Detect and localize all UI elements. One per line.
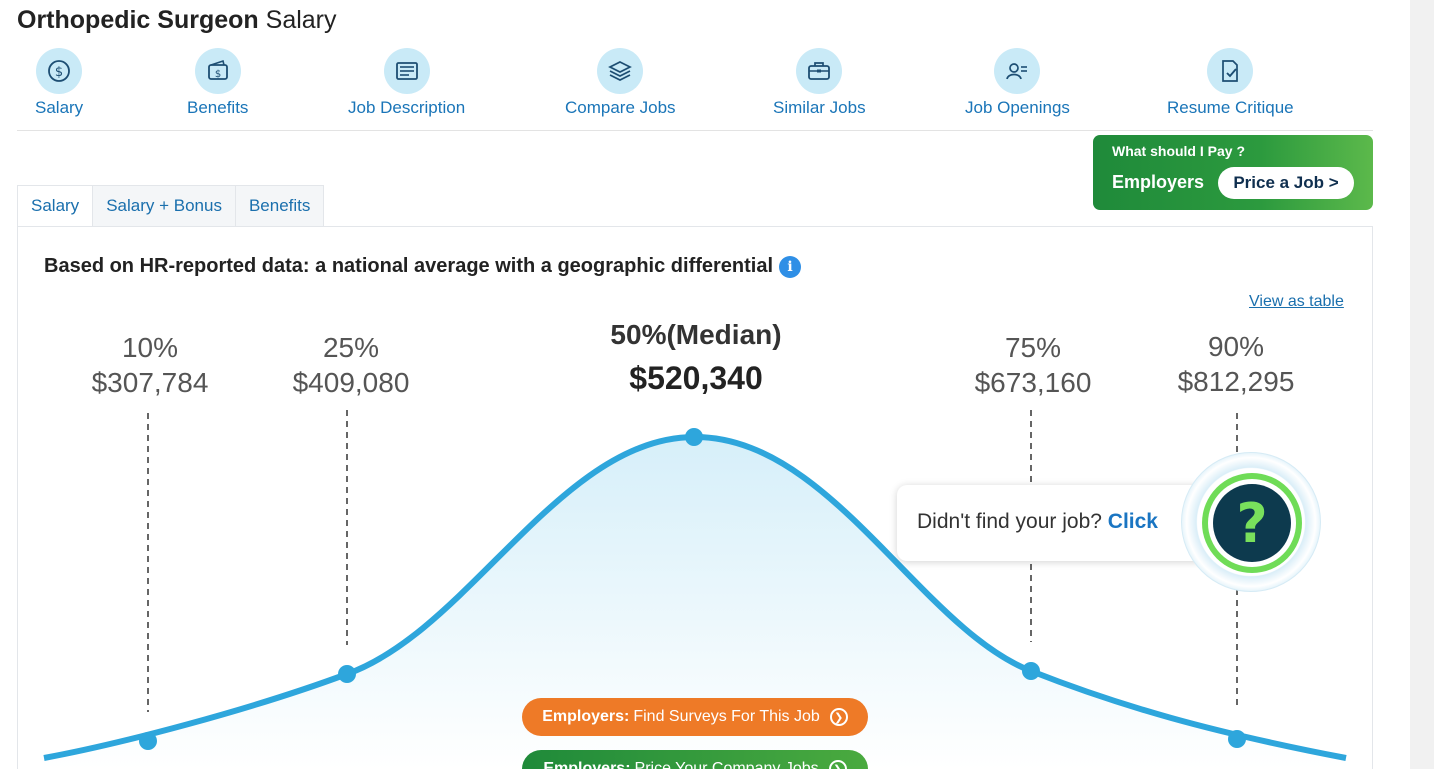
help-text: Didn't find your job? (917, 510, 1102, 533)
question-mark-icon: ? (1213, 484, 1291, 562)
dollar-coin-icon: $ (36, 48, 83, 94)
nav-label: Resume Critique (1167, 98, 1294, 117)
page-title-job: Orthopedic Surgeon (17, 6, 259, 34)
wallet-icon: $ (194, 48, 241, 94)
help-badge[interactable]: ? (1181, 452, 1321, 592)
page-title: Orthopedic Surgeon Salary (17, 6, 337, 35)
cta-text: Price Your Company Jobs (634, 760, 819, 769)
tab-salary-bonus[interactable]: Salary + Bonus (93, 185, 236, 226)
percentile-label: 50%(Median) (610, 319, 782, 350)
help-click-link[interactable]: Click (1107, 510, 1158, 533)
panel-heading-text: Based on HR-reported data: a national av… (44, 255, 774, 277)
nav-item-job-openings[interactable]: Job Openings (965, 48, 1070, 118)
price-a-job-button[interactable]: Price a Job > (1218, 167, 1354, 199)
cta-bold: Employers: (543, 760, 631, 769)
percentile-value: $520,340 (629, 360, 763, 396)
section-nav: $ Salary $ Benefits Job Description Comp… (17, 48, 1373, 131)
percentile-75: 75% $673,160 (975, 331, 1092, 401)
tab-salary[interactable]: Salary (17, 185, 94, 226)
point-25 (338, 665, 356, 683)
person-card-icon (994, 48, 1041, 94)
point-10 (139, 732, 157, 750)
nav-label: Salary (35, 98, 84, 117)
nav-item-benefits[interactable]: $ Benefits (187, 48, 248, 118)
point-50 (685, 428, 703, 446)
document-check-icon (1207, 48, 1254, 94)
nav-label: Job Description (348, 98, 466, 117)
nav-item-job-description[interactable]: Job Description (348, 48, 465, 118)
percentile-label: 75% (1004, 332, 1062, 363)
nav-item-resume-critique[interactable]: Resume Critique (1167, 48, 1294, 118)
curve-area (44, 436, 1346, 769)
percentile-value: $409,080 (292, 367, 410, 398)
svg-text:$: $ (55, 65, 63, 80)
employer-price-card: What should I Pay ? Employers Price a Jo… (1093, 135, 1373, 210)
nav-item-similar-jobs[interactable]: Similar Jobs (773, 48, 866, 118)
percentile-value: $673,160 (974, 367, 1092, 398)
find-surveys-button[interactable]: Employers: Find Surveys For This Job ❯ (522, 698, 868, 736)
briefcase-icon (796, 48, 843, 94)
employer-question: What should I Pay ? (1112, 143, 1246, 159)
percentile-50-median: 50%(Median) $520,340 (610, 318, 781, 400)
arrow-right-circle-icon: ❯ (828, 760, 847, 769)
help-text-wrap: Didn't find your job? Click (917, 510, 1158, 534)
cta-text: Find Surveys For This Job (633, 708, 820, 725)
view-as-table-link[interactable]: View as table (1249, 293, 1344, 310)
salary-tabs: Salary Salary + Bonus Benefits (17, 185, 325, 226)
percentile-label: 10% (121, 332, 179, 363)
point-75 (1022, 662, 1040, 680)
stack-layers-icon (597, 48, 644, 94)
cta-bold: Employers: (542, 708, 630, 725)
help-find-job-card[interactable]: Didn't find your job? Click (897, 485, 1227, 561)
panel-heading: Based on HR-reported data: a national av… (44, 255, 802, 278)
nav-label: Job Openings (965, 98, 1070, 117)
price-company-jobs-button[interactable]: Employers: Price Your Company Jobs ❯ (522, 750, 868, 769)
percentile-label: 25% (322, 332, 380, 363)
arrow-right-circle-icon: ❯ (829, 708, 848, 726)
nav-label: Compare Jobs (565, 98, 676, 117)
point-90 (1228, 730, 1246, 748)
info-icon[interactable]: i (779, 255, 802, 278)
percentile-value: $307,784 (91, 367, 209, 398)
nav-label: Benefits (187, 98, 249, 117)
nav-label: Similar Jobs (773, 98, 866, 117)
nav-item-salary[interactable]: $ Salary (35, 48, 83, 118)
scrollbar-track[interactable] (1410, 0, 1434, 769)
document-icon (383, 48, 430, 94)
percentile-25: 25% $409,080 (293, 331, 410, 401)
percentile-label: 90% (1207, 331, 1265, 362)
svg-text:$: $ (215, 69, 221, 80)
tab-benefits[interactable]: Benefits (235, 185, 325, 226)
percentile-90: 90% $812,295 (1178, 330, 1295, 400)
page-title-rest: Salary (265, 6, 337, 34)
percentile-value: $812,295 (1177, 366, 1295, 397)
employer-label: Employers (1112, 172, 1205, 192)
percentile-10: 10% $307,784 (92, 331, 209, 401)
nav-item-compare-jobs[interactable]: Compare Jobs (565, 48, 676, 118)
